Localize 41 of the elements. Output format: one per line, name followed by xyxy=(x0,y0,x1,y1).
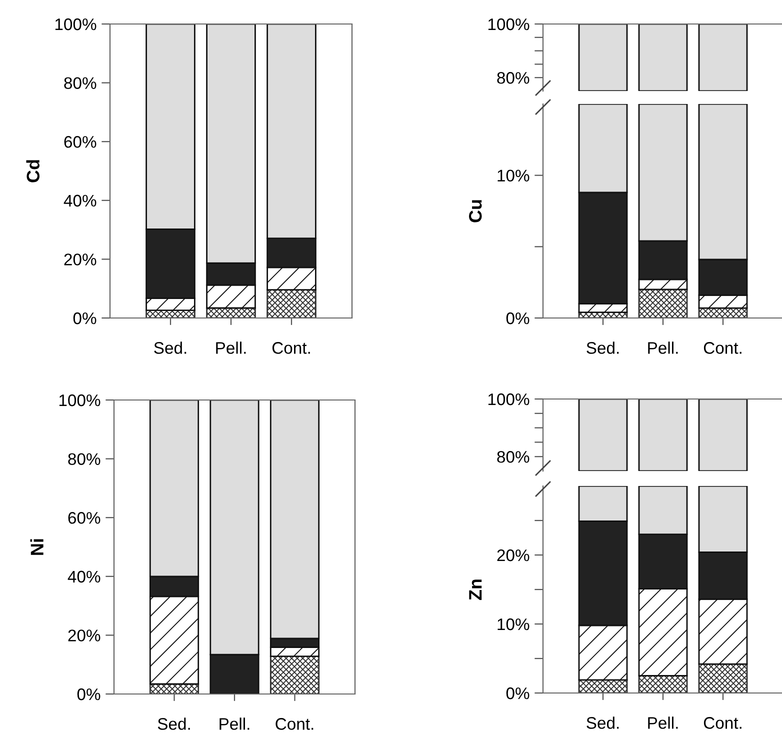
y-tick-label: 40% xyxy=(68,570,100,583)
y-tick-label: 20% xyxy=(68,630,100,642)
y-tick-label: 20% xyxy=(497,549,530,562)
y-tick-label: 80% xyxy=(497,72,530,84)
x-tick-label: Pell. xyxy=(648,716,678,729)
x-tick-label: Pell. xyxy=(216,342,246,354)
x-tick-label: Cont. xyxy=(704,342,742,354)
x-tick-label: Cont. xyxy=(276,718,314,730)
y-tick-label: 10% xyxy=(498,170,530,182)
bar xyxy=(638,288,688,318)
y-tick-label: 0% xyxy=(77,688,100,700)
y-tick-label: 60% xyxy=(64,136,96,148)
y-axis-title: Ni xyxy=(30,539,44,555)
y-tick-label: 100% xyxy=(59,394,100,406)
bar xyxy=(266,289,316,318)
y-axis-title: Cd xyxy=(26,160,40,182)
y-tick-label: 0% xyxy=(506,687,530,700)
y-tick-label: 100% xyxy=(488,393,530,406)
x-tick-label: Pell. xyxy=(220,718,250,730)
y-tick-label: 100% xyxy=(55,18,96,30)
bar xyxy=(270,656,320,694)
x-tick-label: Sed. xyxy=(154,342,186,354)
y-axis-title: Zn xyxy=(469,580,482,600)
y-tick-label: 0% xyxy=(73,312,96,324)
y-tick-label: 20% xyxy=(64,254,96,266)
y-axis-title: Cu xyxy=(468,200,482,222)
x-tick-label: Cont. xyxy=(704,717,742,729)
y-tick-label: 0% xyxy=(506,312,530,324)
y-tick-label: 80% xyxy=(64,77,96,90)
y-tick-label: 10% xyxy=(498,618,530,630)
y-tick-label: 40% xyxy=(64,194,96,207)
y-tick-label: 80% xyxy=(68,453,100,466)
y-tick-label: 100% xyxy=(488,18,530,30)
x-tick-label: Sed. xyxy=(158,718,190,730)
x-tick-label: Cont. xyxy=(272,342,310,354)
x-tick-label: Sed. xyxy=(586,716,619,729)
x-tick-label: Sed. xyxy=(586,342,619,354)
x-tick-label: Pell. xyxy=(648,342,678,354)
y-tick-label: 60% xyxy=(68,512,100,524)
y-tick-label: 80% xyxy=(497,451,530,463)
bar xyxy=(698,663,748,693)
